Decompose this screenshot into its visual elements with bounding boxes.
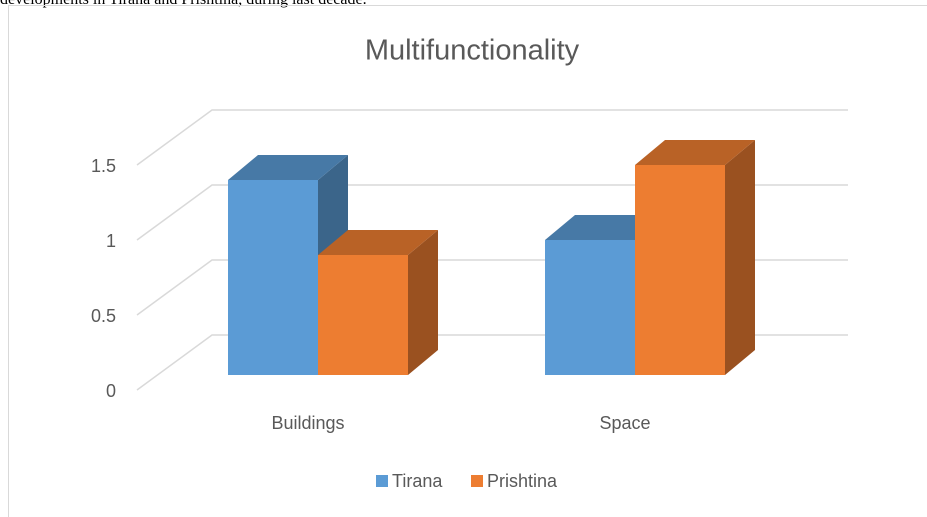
y-tick-label: 0.5 [91,306,116,326]
bar [228,180,318,375]
chart-border [8,5,927,517]
legend-label: Tirana [392,471,443,491]
bar-side [725,140,755,375]
x-tick-label: Space [599,413,650,433]
legend-swatch [376,475,388,487]
legend-label: Prishtina [487,471,558,491]
y-tick-label: 1 [106,231,116,251]
bar [318,255,408,375]
bar-side [408,230,438,375]
y-tick-label: 1.5 [91,156,116,176]
grid-line [136,109,848,166]
bar-top [635,140,755,165]
bar [545,240,635,375]
bar-top [228,155,348,180]
chart-title: Multifunctionality [365,35,580,67]
y-tick-label: 0 [106,381,116,401]
bar-top [318,230,438,255]
caption: developments in Tirana and Prishtina, du… [0,0,367,9]
legend-swatch [471,475,483,487]
bar [635,165,725,375]
x-tick-label: Buildings [271,413,344,433]
